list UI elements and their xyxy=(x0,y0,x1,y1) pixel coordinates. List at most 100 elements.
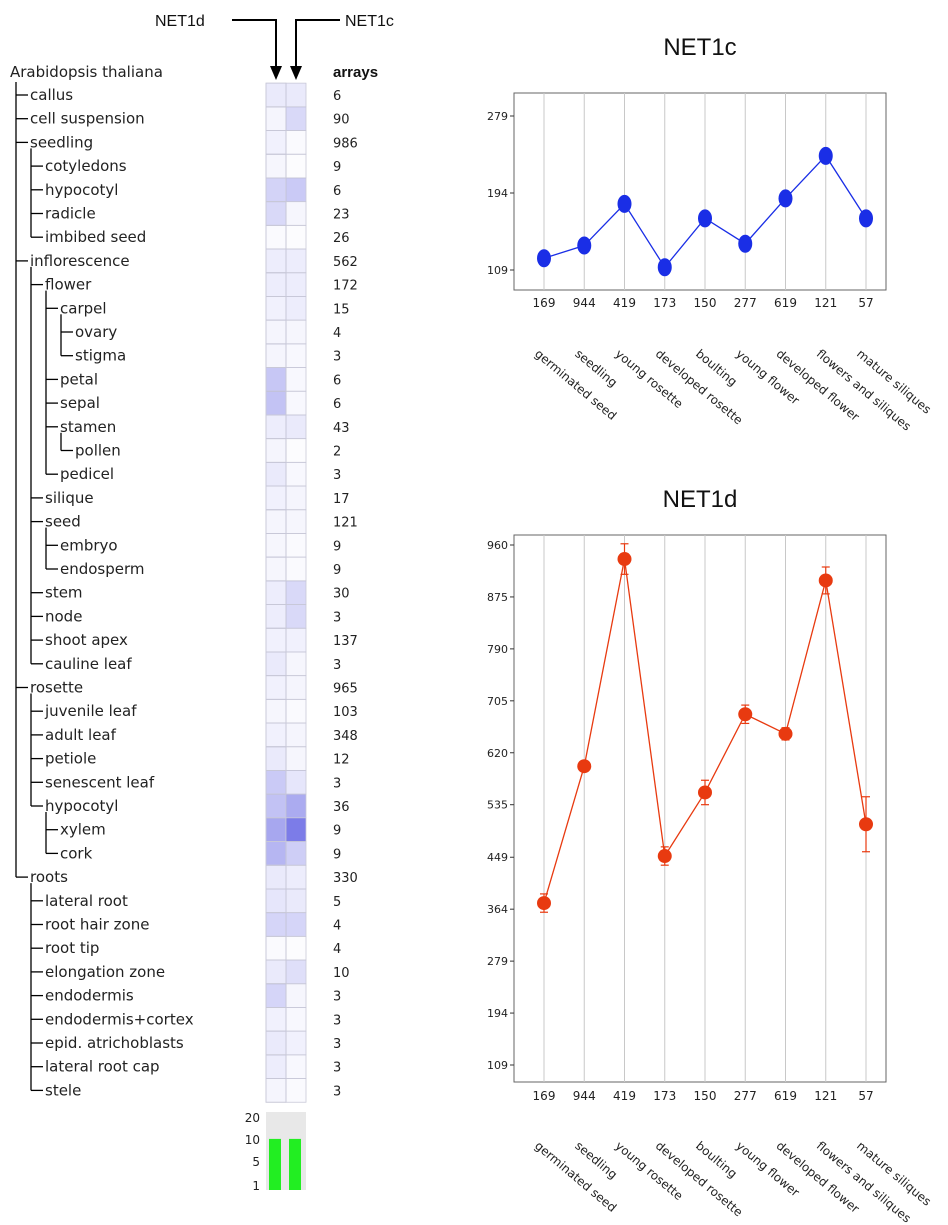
heat-cell-net1d xyxy=(265,935,287,961)
y-tick-label: 875 xyxy=(487,591,508,604)
chart-net1c: NET1c 109 194 279 169 944 419 173 150 277 619 121 57… xyxy=(487,34,934,434)
data-point xyxy=(577,236,592,255)
chart-title: NET1c xyxy=(663,34,736,61)
array-count: 9 xyxy=(333,563,341,578)
heat-cell-net1d xyxy=(265,296,287,321)
heat-cell-net1c xyxy=(285,556,307,582)
tree-node-label: sepal xyxy=(60,394,100,412)
tree-node-label: cotyledons xyxy=(45,157,127,175)
array-count: 9 xyxy=(333,847,341,862)
array-count: 17 xyxy=(333,492,350,507)
heat-cell-net1c xyxy=(285,82,307,108)
heat-cell-net1c xyxy=(285,983,307,1008)
x-count-label: 173 xyxy=(653,1089,676,1103)
array-count: 6 xyxy=(333,89,341,104)
array-count: 43 xyxy=(333,421,350,436)
heat-cell-net1d xyxy=(265,841,287,866)
tree-node-label: lateral root xyxy=(45,892,128,910)
array-count: 348 xyxy=(333,729,358,744)
array-count: 36 xyxy=(333,800,350,815)
array-count: 5 xyxy=(333,895,341,910)
heat-cell-net1c xyxy=(285,201,307,226)
heat-cell-net1d xyxy=(265,959,287,985)
tree-rows: callus 6 cell suspension 90 seedling 986 cotyl… xyxy=(30,82,358,1103)
heat-cell-net1d xyxy=(265,888,287,914)
tree-root-label: Arabidopsis thaliana xyxy=(10,63,163,81)
heat-cell-net1d xyxy=(265,533,287,558)
tree-node-label: hypocotyl xyxy=(45,797,118,815)
heat-cell-net1d xyxy=(265,1007,287,1032)
y-tick-label: 109 xyxy=(487,264,508,277)
data-point xyxy=(537,896,551,911)
array-count: 90 xyxy=(333,113,350,128)
data-point xyxy=(577,759,592,774)
heat-cell-net1d xyxy=(265,556,287,582)
heat-cell-net1c xyxy=(285,627,307,653)
heat-cell-net1d xyxy=(265,367,287,392)
heat-cell-net1c xyxy=(285,343,307,368)
heat-cell-net1d xyxy=(265,1054,287,1079)
array-count: 137 xyxy=(333,634,358,649)
heat-cell-net1c xyxy=(285,959,307,985)
tree-node-label: shoot apex xyxy=(45,631,128,649)
legend-tick: 20 xyxy=(245,1111,260,1125)
heat-cell-net1d xyxy=(265,604,287,629)
tree-node-label: endodermis xyxy=(45,987,134,1005)
heat-cell-net1d xyxy=(265,817,287,842)
tree-node-label: petal xyxy=(60,370,98,388)
data-point xyxy=(778,726,793,741)
data-point xyxy=(778,189,793,208)
heat-cell-net1c xyxy=(285,888,307,914)
heat-cell-net1d xyxy=(265,319,287,345)
array-count: 3 xyxy=(333,658,341,673)
legend-bar xyxy=(289,1138,301,1190)
array-count: 103 xyxy=(333,705,358,720)
tree-node-label: stele xyxy=(45,1081,81,1099)
array-count: 3 xyxy=(333,1061,341,1076)
heat-cell-net1c xyxy=(285,1054,307,1079)
array-count: 4 xyxy=(333,919,341,934)
heat-cell-net1d xyxy=(265,983,287,1008)
heat-cell-net1d xyxy=(265,698,287,724)
arrays-header: arrays xyxy=(333,64,378,81)
array-count: 3 xyxy=(333,1084,341,1099)
plot-area xyxy=(513,534,887,1083)
array-count: 986 xyxy=(333,136,358,151)
heat-cell-net1d xyxy=(265,746,287,771)
net1d-arrow xyxy=(232,19,282,80)
array-count: 30 xyxy=(333,587,350,602)
heat-cell-net1c xyxy=(285,770,307,795)
tree-node-label: pollen xyxy=(75,442,121,460)
heat-cell-net1d xyxy=(265,651,287,677)
legend-bar xyxy=(269,1138,281,1190)
array-count: 6 xyxy=(333,397,341,412)
legend-tick: 1 xyxy=(252,1179,260,1193)
tree-node-label: epid. atrichoblasts xyxy=(45,1034,184,1052)
array-count: 3 xyxy=(333,1013,341,1028)
x-count-label: 150 xyxy=(694,296,717,310)
heat-cell-net1d xyxy=(265,580,287,605)
x-count-label: 57 xyxy=(858,1089,873,1103)
tree-node-label: radicle xyxy=(45,205,96,223)
heat-cell-net1c xyxy=(285,414,307,440)
heat-cell-net1d xyxy=(265,272,287,297)
array-count: 4 xyxy=(333,942,341,957)
array-count: 3 xyxy=(333,350,341,365)
heat-cell-net1d xyxy=(265,864,287,890)
net1d-label: NET1d xyxy=(155,13,205,30)
array-count: 12 xyxy=(333,753,350,768)
array-count: 9 xyxy=(333,539,341,554)
heat-cell-net1d xyxy=(265,509,287,534)
heat-cell-net1d xyxy=(265,414,287,440)
heat-cell-net1c xyxy=(285,367,307,392)
data-point xyxy=(859,209,873,228)
tree-node-label: endosperm xyxy=(60,560,145,578)
heat-cell-net1d xyxy=(265,153,287,179)
heat-cell-net1d xyxy=(265,793,287,819)
data-point xyxy=(738,707,753,722)
array-count: 965 xyxy=(333,682,358,697)
tree-node-label: carpel xyxy=(60,299,107,317)
heat-cell-net1d xyxy=(265,1030,287,1056)
x-count-label: 121 xyxy=(814,296,837,310)
